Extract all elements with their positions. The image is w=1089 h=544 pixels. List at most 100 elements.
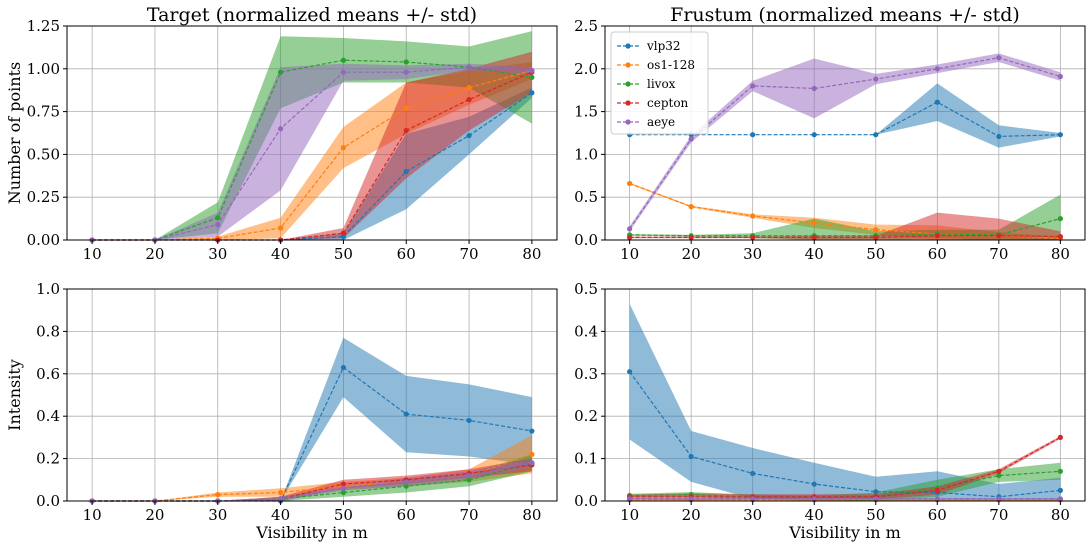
point-vlp32-30 xyxy=(750,132,756,138)
y-tick-label: 0.75 xyxy=(27,103,60,121)
y-axis: 0.0 0.2 0.4 0.6 0.8 1.0 xyxy=(36,280,67,510)
y-tick-label: 1.25 xyxy=(27,17,60,35)
axes-frame xyxy=(604,25,1086,241)
point-vlp32-80 xyxy=(529,90,535,96)
point-aeye-10 xyxy=(627,226,633,232)
band-cepton xyxy=(629,436,1061,501)
legend-marker-livox xyxy=(625,81,631,87)
chart-title: Target (normalized means +/- std) xyxy=(147,4,477,26)
y-tick-label: 0.2 xyxy=(574,407,598,425)
series-lines xyxy=(627,369,1063,503)
point-livox-30 xyxy=(215,215,221,221)
point-aeye-70 xyxy=(996,55,1002,61)
x-tick-label: 60 xyxy=(397,506,416,524)
point-aeye-50 xyxy=(873,76,879,82)
chart-panel-3: 10 20 30 40 50 60 70 80 0.0 0.2 0.4 0.6 0.8 1.0 Visibi… xyxy=(5,280,558,542)
point-vlp32-40 xyxy=(811,132,817,138)
point-vlp32-50 xyxy=(340,364,347,371)
axes-frame xyxy=(66,25,558,241)
point-cepton-70 xyxy=(996,468,1002,474)
x-tick-label: 60 xyxy=(397,245,416,263)
legend-marker-aeye xyxy=(625,119,631,125)
point-os1-128-10 xyxy=(627,180,633,187)
point-cepton-50 xyxy=(340,230,347,236)
point-livox-80 xyxy=(1057,216,1063,222)
x-tick-label: 70 xyxy=(460,245,479,263)
chart-title: Frustum (normalized means +/- std) xyxy=(670,4,1020,26)
band-livox xyxy=(92,454,532,501)
point-aeye-10 xyxy=(627,496,633,502)
point-os1-128-60 xyxy=(403,105,409,111)
point-aeye-60 xyxy=(403,479,409,485)
point-cepton-80 xyxy=(1057,233,1063,240)
band-aeye xyxy=(92,63,532,241)
y-tick-label: 0.5 xyxy=(574,280,598,298)
point-vlp32-70 xyxy=(466,417,472,424)
x-tick-label: 80 xyxy=(1051,506,1070,524)
band-livox xyxy=(629,462,1061,501)
y-axis: 0.00 0.25 0.50 0.75 1.00 1.25 xyxy=(27,17,67,249)
x-axis: 10 20 30 40 50 60 70 80 xyxy=(83,501,541,524)
point-cepton-60 xyxy=(934,233,940,239)
point-aeye-70 xyxy=(466,472,472,479)
band-vlp32 xyxy=(629,83,1061,148)
point-os1-128-80 xyxy=(529,451,535,457)
x-axis-label: Visibility in m xyxy=(788,523,901,542)
x-tick-label: 10 xyxy=(620,245,639,263)
band-aeye xyxy=(92,458,532,501)
x-tick-label: 50 xyxy=(334,245,353,263)
point-aeye-70 xyxy=(996,496,1002,502)
point-aeye-80 xyxy=(1057,496,1063,502)
y-tick-label: 0.5 xyxy=(574,188,598,206)
point-livox-50 xyxy=(340,489,347,496)
point-vlp32-40 xyxy=(811,481,817,487)
point-os1-128-50 xyxy=(873,227,879,233)
point-vlp32-50 xyxy=(873,489,879,495)
chart-panel-4: 10 20 30 40 50 60 70 80 0.0 0.1 0.2 0.3 0.4 0.5 Visibi… xyxy=(574,280,1086,542)
point-os1-128-30 xyxy=(750,213,756,219)
point-cepton-30 xyxy=(750,234,756,241)
x-tick-label: 30 xyxy=(208,506,227,524)
y-tick-label: 1.00 xyxy=(27,60,60,78)
legend-label-livox: livox xyxy=(647,77,676,91)
legend-marker-vlp32 xyxy=(625,43,631,49)
line-vlp32 xyxy=(629,101,1061,138)
y-tick-label: 0.4 xyxy=(36,407,60,425)
x-tick-label: 70 xyxy=(989,506,1008,524)
point-os1-128-70 xyxy=(466,85,472,91)
point-livox-50 xyxy=(340,57,347,63)
x-tick-label: 40 xyxy=(271,506,290,524)
legend-box xyxy=(610,31,709,135)
band-aeye xyxy=(629,53,1061,232)
y-tick-label: 2.5 xyxy=(574,17,598,35)
chart-panel-1: 10 20 30 40 50 60 70 80 0.00 0.25 0.50 0.75 1.00 1.25… xyxy=(5,4,558,263)
x-tick-label: 40 xyxy=(805,506,824,524)
point-aeye-50 xyxy=(340,69,347,75)
point-aeye-80 xyxy=(1057,73,1063,80)
y-tick-label: 0.8 xyxy=(36,322,60,340)
point-cepton-50 xyxy=(873,234,879,241)
y-tick-label: 0.4 xyxy=(574,322,598,340)
x-tick-label: 50 xyxy=(866,506,885,524)
point-livox-70 xyxy=(466,477,472,483)
x-tick-label: 10 xyxy=(83,506,102,524)
legend-label-cepton: cepton xyxy=(647,96,689,110)
x-tick-label: 60 xyxy=(928,506,947,524)
y-tick-label: 0.25 xyxy=(27,188,60,206)
line-aeye xyxy=(92,66,532,241)
std-bands xyxy=(629,303,1061,501)
y-axis: 0.0 0.1 0.2 0.3 0.4 0.5 xyxy=(574,280,605,510)
band-vlp32 xyxy=(92,337,532,501)
line-livox xyxy=(92,59,532,241)
y-tick-label: 0.50 xyxy=(27,145,60,163)
point-vlp32-60 xyxy=(934,99,940,105)
x-tick-label: 50 xyxy=(866,245,885,263)
y-axis-label: Intensity xyxy=(5,359,24,431)
point-livox-60 xyxy=(403,59,409,65)
point-aeye-50 xyxy=(873,496,879,502)
y-tick-label: 0.0 xyxy=(36,492,60,510)
axes-frame xyxy=(604,288,1086,502)
band-vlp32 xyxy=(92,87,532,240)
legend-label-vlp32: vlp32 xyxy=(646,39,681,53)
x-tick-label: 20 xyxy=(145,506,164,524)
